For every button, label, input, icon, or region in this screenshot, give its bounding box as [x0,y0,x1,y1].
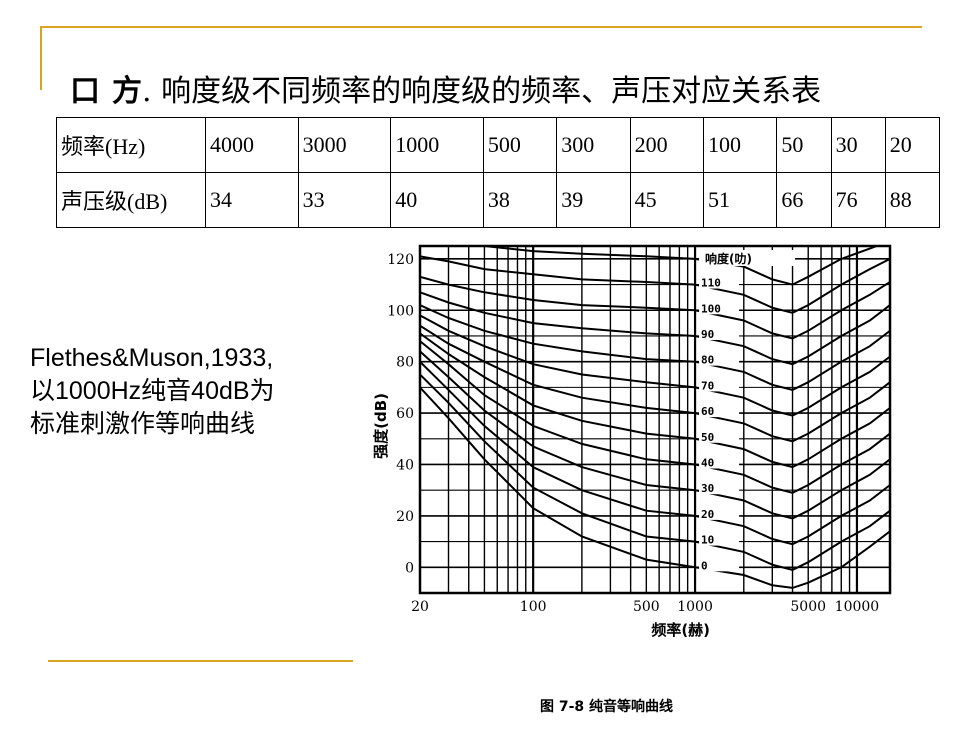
legend-title: 响度(叻) [705,251,752,266]
table-cell: 76 [830,172,886,228]
table-cell: 200 [629,117,705,173]
description-line: Flethes&Muson,1933, [30,344,274,372]
x-tick-label: 20 [411,599,429,615]
x-tick-label: 500 [633,599,660,615]
loudness-curve [420,255,890,314]
phon-label: 50 [701,431,714,444]
loudness-curve [420,350,890,520]
phon-label: 80 [701,354,714,367]
table-cell: 38 [482,172,558,228]
y-tick-label: 100 [387,303,414,319]
phon-label-bg [699,481,740,495]
x-tick-label: 100 [520,599,547,615]
phon-label: 20 [701,508,714,521]
phon-label-bg [699,352,740,366]
phon-label-bg [699,532,740,546]
chart-curves [420,246,890,589]
y-tick-label: 120 [387,252,414,268]
x-axis-label: 频率(赫) [651,621,710,639]
table-cell: 20 [884,117,941,173]
phon-label-bg [699,275,740,289]
phon-label-bg [699,326,740,340]
loudness-curve [420,360,890,546]
phon-label: 60 [701,405,714,418]
loudness-curve [420,373,890,571]
phon-label: 30 [701,482,714,495]
row-header-spl: 声压级(dB) [56,172,206,228]
loudness-curve [420,340,890,494]
loudness-curve [420,291,890,366]
description-line: 以1000Hz纯音40dB为 [30,377,275,405]
phon-label: 70 [701,379,714,392]
y-tick-label: 40 [396,457,414,473]
phon-label-bg [699,558,740,572]
phon-label-bg [699,506,740,520]
loudness-curve [420,275,890,340]
description-line: 标准刺激作等响曲线 [30,410,256,438]
table-cell: 51 [702,172,778,228]
x-tick-label: 10000 [835,599,880,615]
loudness-curve [420,332,890,469]
table-cell: 3000 [297,117,392,173]
table-cell: 40 [390,172,484,228]
chart-labels: 1201101009080706050403020100响度(叻)0204060… [372,249,880,639]
table-cell: 50 [776,117,832,173]
table-cell: 30 [830,117,886,173]
phon-label-bg [699,404,740,418]
y-axis-label: 强度(dB) [372,393,390,459]
table-cell: 300 [556,117,631,173]
row-header-frequency: 频率(Hz) [56,117,206,173]
figure-caption: 图 7-8 纯音等响曲线 [540,699,674,715]
legend-title-bg [699,250,796,266]
y-tick-label: 60 [396,406,414,422]
table-cell: 4000 [205,117,299,173]
phon-label-bg [699,378,740,392]
slide-title: 口方. 响度级不同频率的响度级的频率、声压对应关系表 [70,66,821,110]
phon-label-bg [699,455,740,469]
table-cell: 45 [629,172,705,228]
title-text: . 响度级不同频率的响度级的频率、声压对应关系表 [142,74,822,109]
bullet-icon: 口 [70,74,100,109]
table-row-frequency: 频率(Hz) 4000 3000 1000 500 300 200 100 50… [56,117,941,173]
table-row-spl: 声压级(dB) 34 33 40 38 39 45 51 66 76 88 [56,172,941,228]
table-cell: 100 [702,117,778,173]
table-cell: 66 [776,172,832,228]
y-tick-label: 80 [396,355,414,371]
x-tick-label: 1000 [677,599,713,615]
top-rule [40,26,922,28]
phon-label: 40 [701,456,714,469]
table-cell: 500 [482,117,558,173]
table-cell: 34 [205,172,299,228]
phon-label: 90 [701,328,714,341]
y-tick-label: 20 [396,509,414,525]
loudness-curve [420,304,890,391]
phon-label-bg [699,301,740,315]
phon-label: 100 [701,302,721,315]
frequency-spl-table: 频率(Hz) 4000 3000 1000 500 300 200 100 50… [56,117,941,228]
phon-label: 10 [701,534,714,547]
description-text: Flethes&Muson,1933, 以1000Hz纯音40dB为 标准刺激作… [30,342,275,441]
phon-label-bg [699,429,740,443]
table-cell: 88 [884,172,941,228]
phon-label: 0 [701,559,708,572]
phon-label: 110 [701,277,721,290]
table-cell: 1000 [390,117,484,173]
x-tick-label: 5000 [790,599,826,615]
loudness-curve [420,314,890,417]
y-tick-label: 0 [405,560,414,576]
loudness-curve [420,386,890,589]
left-rule [40,26,42,90]
table-cell: 39 [556,172,631,228]
bottom-rule [48,660,353,662]
title-lead: 方 [112,74,142,109]
equal-loudness-chart: 1201101009080706050403020100响度(叻)0204060… [372,244,892,639]
loudness-curve [420,324,890,443]
table-cell: 33 [297,172,392,228]
